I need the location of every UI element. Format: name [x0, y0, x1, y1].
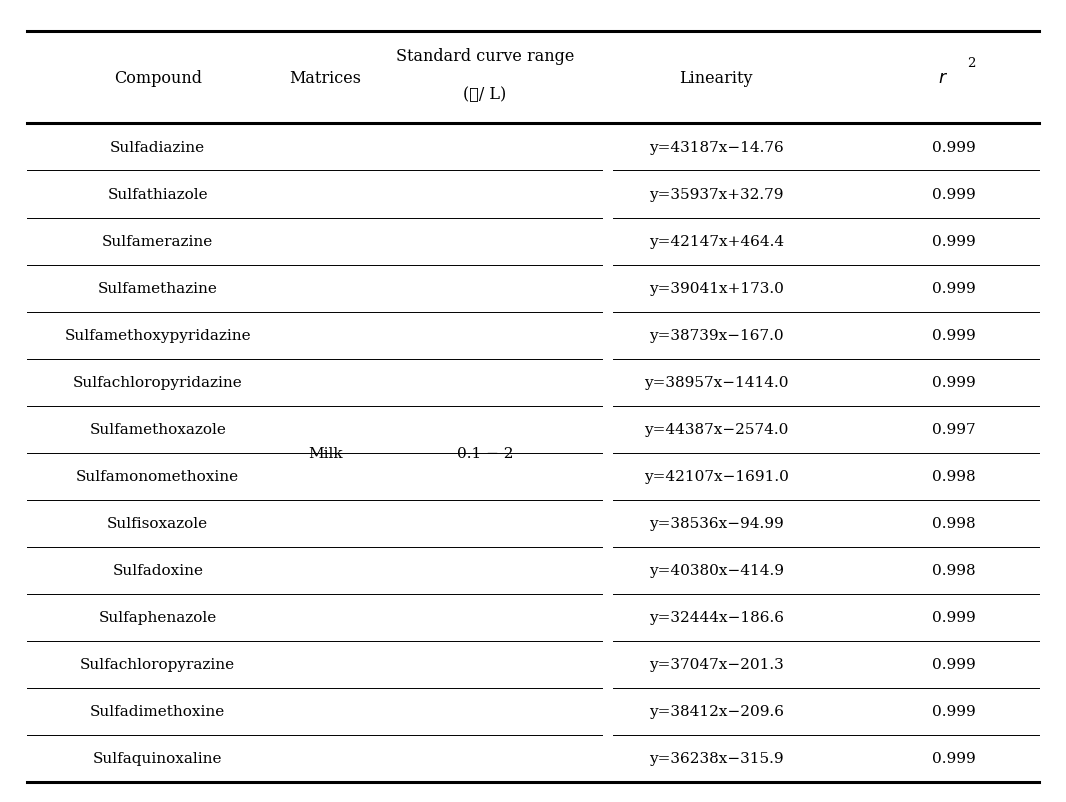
Text: y=36238x−315.9: y=36238x−315.9: [649, 751, 784, 765]
Text: Sulfaphenazole: Sulfaphenazole: [99, 610, 216, 625]
Text: Sulfamerazine: Sulfamerazine: [102, 235, 213, 249]
Text: Linearity: Linearity: [680, 70, 753, 87]
Text: 0.998: 0.998: [933, 564, 975, 577]
Text: y=40380x−414.9: y=40380x−414.9: [649, 564, 784, 577]
Text: Sulfamonomethoxine: Sulfamonomethoxine: [76, 470, 240, 484]
Text: y=44387x−2574.0: y=44387x−2574.0: [644, 423, 789, 436]
Text: y=32444x−186.6: y=32444x−186.6: [649, 610, 784, 625]
Text: 0.997: 0.997: [933, 423, 975, 436]
Text: y=38739x−167.0: y=38739x−167.0: [649, 329, 784, 342]
Text: 0.999: 0.999: [932, 188, 976, 202]
Text: Sulfadimethoxine: Sulfadimethoxine: [91, 704, 225, 719]
Text: 0.999: 0.999: [932, 235, 976, 249]
Text: y=43187x−14.76: y=43187x−14.76: [649, 141, 784, 155]
Text: 2: 2: [967, 57, 975, 71]
Text: y=38536x−94.99: y=38536x−94.99: [649, 516, 784, 531]
Text: 0.1 − 2: 0.1 − 2: [456, 446, 514, 460]
Text: y=39041x+173.0: y=39041x+173.0: [649, 282, 784, 296]
Text: 0.999: 0.999: [932, 704, 976, 719]
Text: Matrices: Matrices: [289, 70, 361, 87]
Text: Compound: Compound: [114, 70, 201, 87]
Text: 0.998: 0.998: [933, 516, 975, 531]
Text: Milk: Milk: [308, 446, 342, 460]
Text: Sulfamethazine: Sulfamethazine: [98, 282, 217, 296]
Text: 0.999: 0.999: [932, 282, 976, 296]
Text: y=35937x+32.79: y=35937x+32.79: [649, 188, 784, 202]
Text: Sulfadiazine: Sulfadiazine: [110, 141, 206, 155]
Text: y=42107x−1691.0: y=42107x−1691.0: [644, 470, 789, 484]
Text: 0.999: 0.999: [932, 658, 976, 671]
Text: Sulfamethoxypyridazine: Sulfamethoxypyridazine: [64, 329, 252, 342]
Text: Sulfathiazole: Sulfathiazole: [108, 188, 208, 202]
Text: Standard curve range: Standard curve range: [395, 47, 575, 65]
Text: 0.999: 0.999: [932, 141, 976, 155]
Text: 0.999: 0.999: [932, 329, 976, 342]
Text: Sulfadoxine: Sulfadoxine: [112, 564, 204, 577]
Text: Sulfaquinoxaline: Sulfaquinoxaline: [93, 751, 223, 765]
Text: Sulfachloropyrazine: Sulfachloropyrazine: [80, 658, 236, 671]
Text: Sulfachloropyridazine: Sulfachloropyridazine: [72, 375, 243, 390]
Text: (㏑/ L): (㏑/ L): [464, 86, 506, 103]
Text: Sulfamethoxazole: Sulfamethoxazole: [90, 423, 226, 436]
Text: Sulfisoxazole: Sulfisoxazole: [108, 516, 208, 531]
Text: y=37047x−201.3: y=37047x−201.3: [649, 658, 784, 671]
Text: 0.998: 0.998: [933, 470, 975, 484]
Text: y=38412x−209.6: y=38412x−209.6: [649, 704, 784, 719]
Text: y=42147x+464.4: y=42147x+464.4: [649, 235, 784, 249]
Text: 0.999: 0.999: [932, 610, 976, 625]
Text: y=38957x−1414.0: y=38957x−1414.0: [644, 375, 789, 390]
Text: 0.999: 0.999: [932, 751, 976, 765]
Text: $r$: $r$: [938, 70, 949, 87]
Text: 0.999: 0.999: [932, 375, 976, 390]
